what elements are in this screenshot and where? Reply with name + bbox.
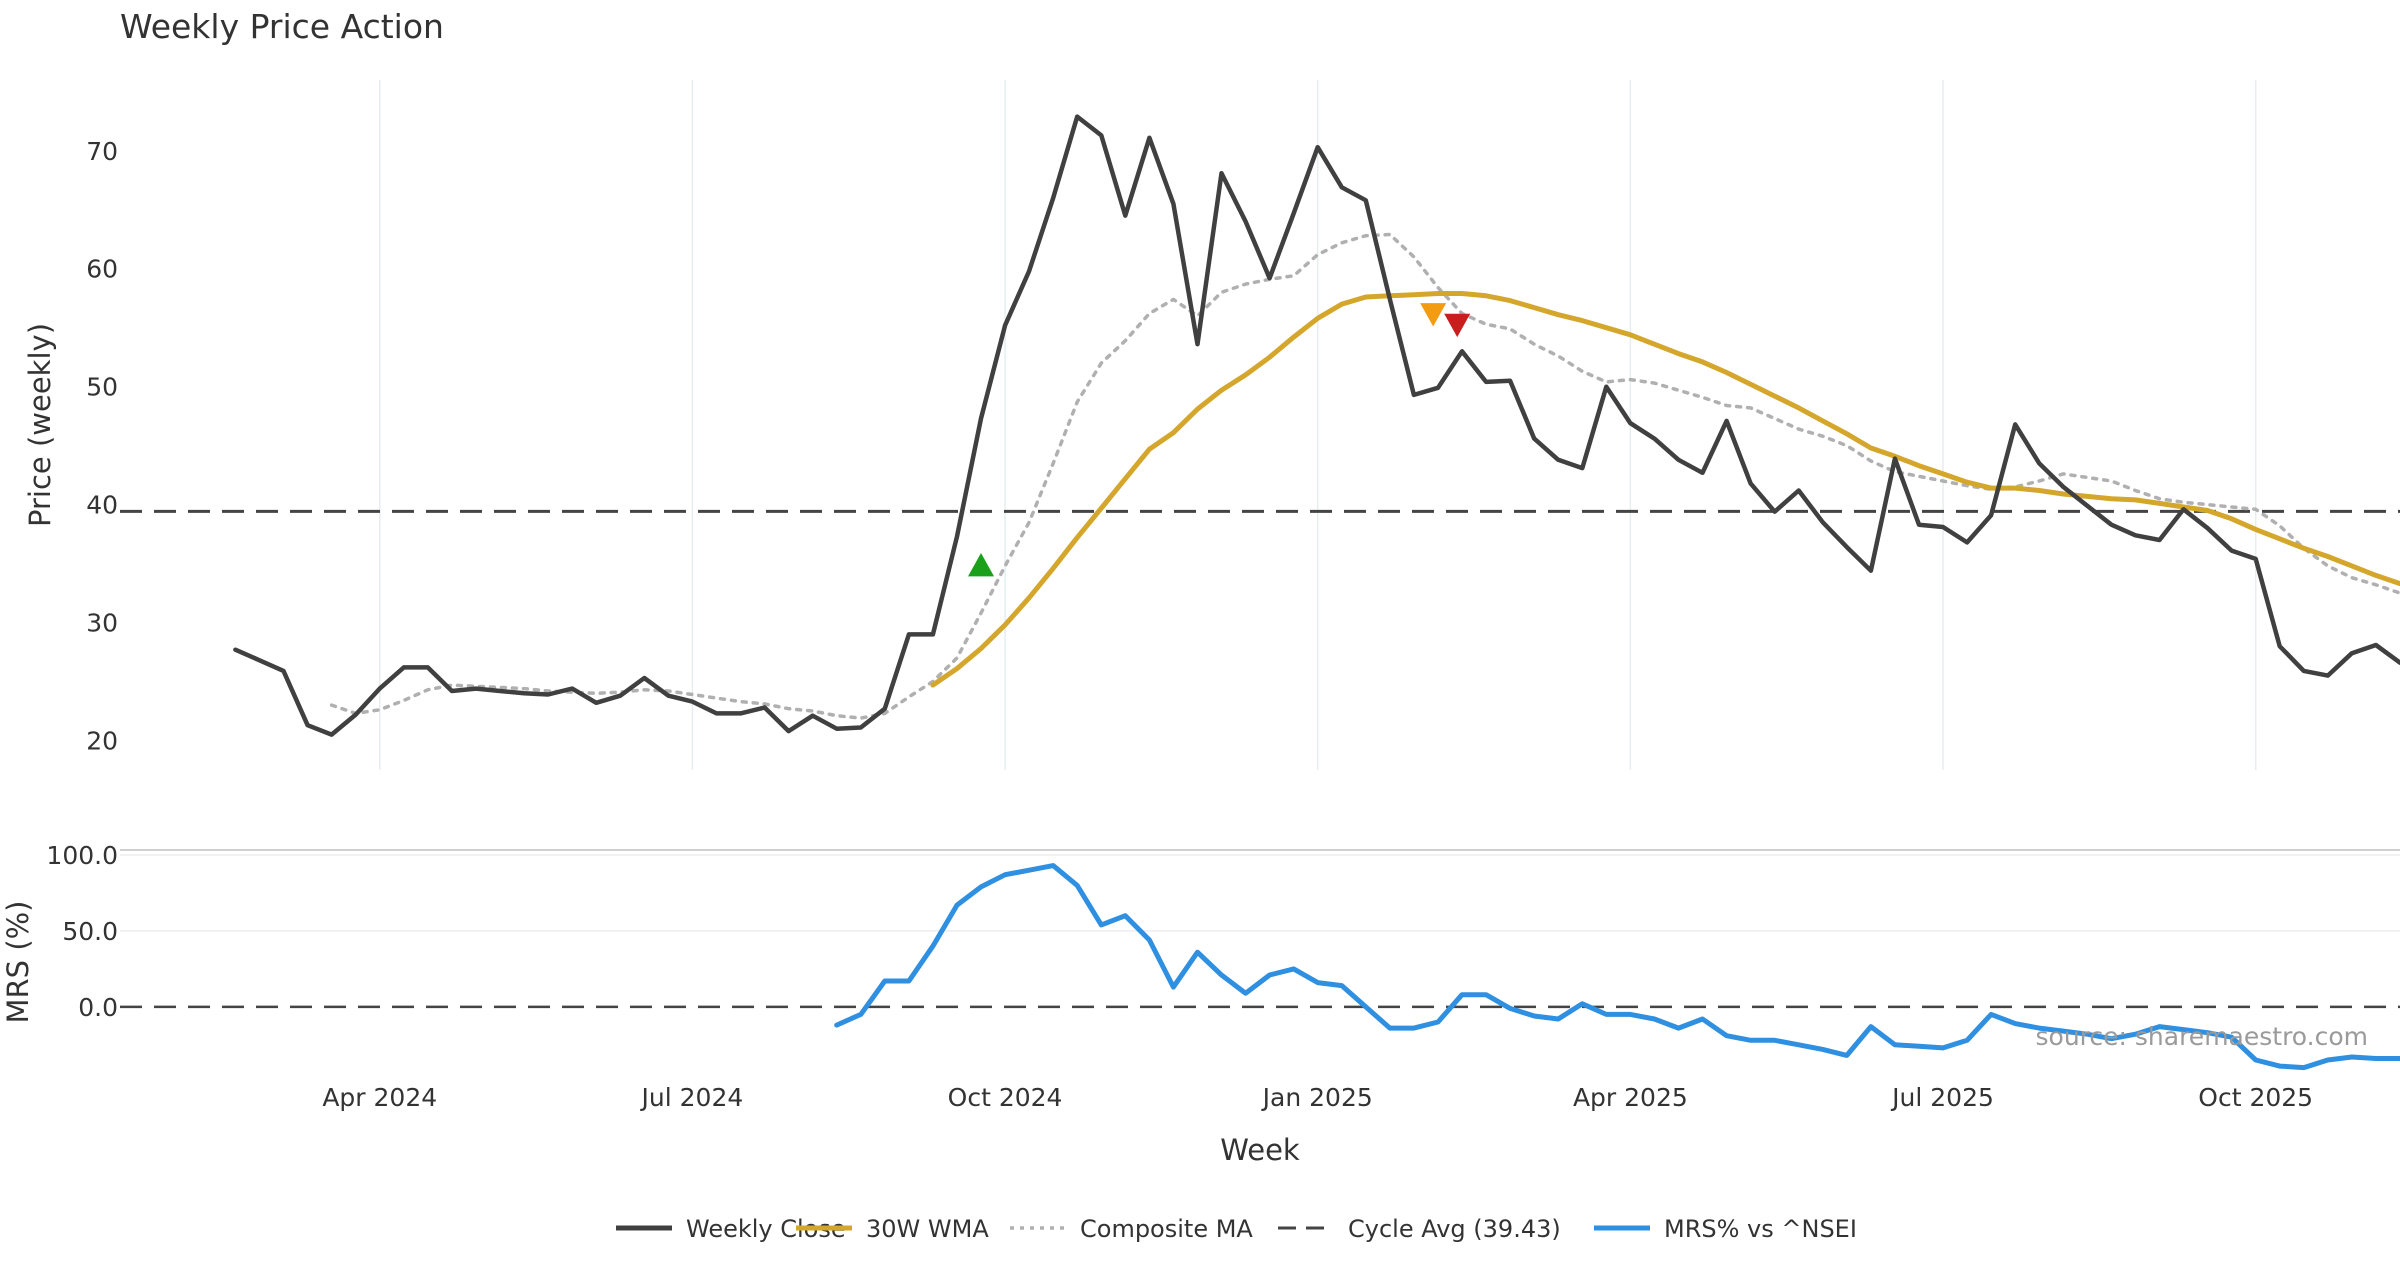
legend-label: MRS% vs ^NSEI bbox=[1664, 1215, 1857, 1243]
buy-signal-marker bbox=[968, 552, 995, 577]
legend-label: Composite MA bbox=[1080, 1215, 1253, 1243]
price-y-tick-label: 40 bbox=[86, 491, 118, 520]
mrs-line bbox=[834, 863, 2400, 1071]
legend-item: 30W WMA bbox=[796, 1215, 989, 1243]
x-tick-label: Apr 2025 bbox=[1573, 1083, 1688, 1112]
composite-ma-line bbox=[329, 232, 2400, 720]
mrs-y-tick-label: 50.0 bbox=[62, 917, 118, 946]
price-y-axis-label: Price (weekly) bbox=[23, 323, 57, 527]
signal-markers bbox=[968, 303, 1471, 577]
x-tick-label: Apr 2024 bbox=[322, 1083, 437, 1112]
weekly-close-line bbox=[233, 114, 2400, 737]
x-tick-label: Jul 2025 bbox=[1890, 1083, 1994, 1112]
price-y-tick-label: 20 bbox=[86, 727, 118, 756]
sell-signal-marker bbox=[1444, 313, 1471, 338]
reference-lines bbox=[120, 509, 2400, 1009]
source-watermark: source: sharemaestro.com bbox=[2036, 1022, 2369, 1051]
wma-30w-line bbox=[930, 291, 2400, 688]
mrs-y-axis-label: MRS (%) bbox=[1, 901, 35, 1024]
text-layer: Weekly Price Action Price (weekly) MRS (… bbox=[1, 7, 2368, 1167]
price-y-tick-label: 50 bbox=[86, 373, 118, 402]
legend-item: MRS% vs ^NSEI bbox=[1594, 1215, 1857, 1243]
x-tick-label: Oct 2025 bbox=[2198, 1083, 2313, 1112]
series-lines bbox=[233, 114, 2400, 1071]
x-tick-label: Oct 2024 bbox=[948, 1083, 1063, 1112]
price-y-tick-label: 70 bbox=[86, 137, 118, 166]
mrs-y-tick-label: 0.0 bbox=[78, 993, 118, 1022]
grid-lines bbox=[120, 80, 2400, 932]
mrs-y-tick-label: 100.0 bbox=[46, 841, 118, 870]
x-tick-label: Jan 2025 bbox=[1261, 1083, 1373, 1112]
legend: Weekly Close 30W WMA Composite MA Cycle Avg… bbox=[616, 1215, 1857, 1243]
x-axis-label: Week bbox=[1220, 1133, 1300, 1167]
sell-signal-marker bbox=[1420, 303, 1447, 327]
legend-item: Cycle Avg (39.43) bbox=[1278, 1215, 1561, 1243]
price-y-tick-label: 60 bbox=[86, 255, 118, 284]
legend-item: Composite MA bbox=[1010, 1215, 1253, 1243]
legend-label: 30W WMA bbox=[866, 1215, 989, 1243]
chart-title: Weekly Price Action bbox=[120, 7, 444, 46]
x-tick-label: Jul 2024 bbox=[640, 1083, 744, 1112]
legend-label: Cycle Avg (39.43) bbox=[1348, 1215, 1561, 1243]
price-y-tick-label: 30 bbox=[86, 609, 118, 638]
